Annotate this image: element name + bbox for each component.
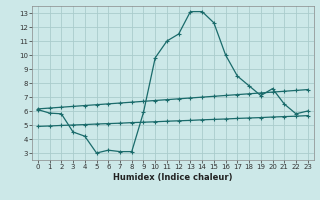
X-axis label: Humidex (Indice chaleur): Humidex (Indice chaleur) (113, 173, 233, 182)
